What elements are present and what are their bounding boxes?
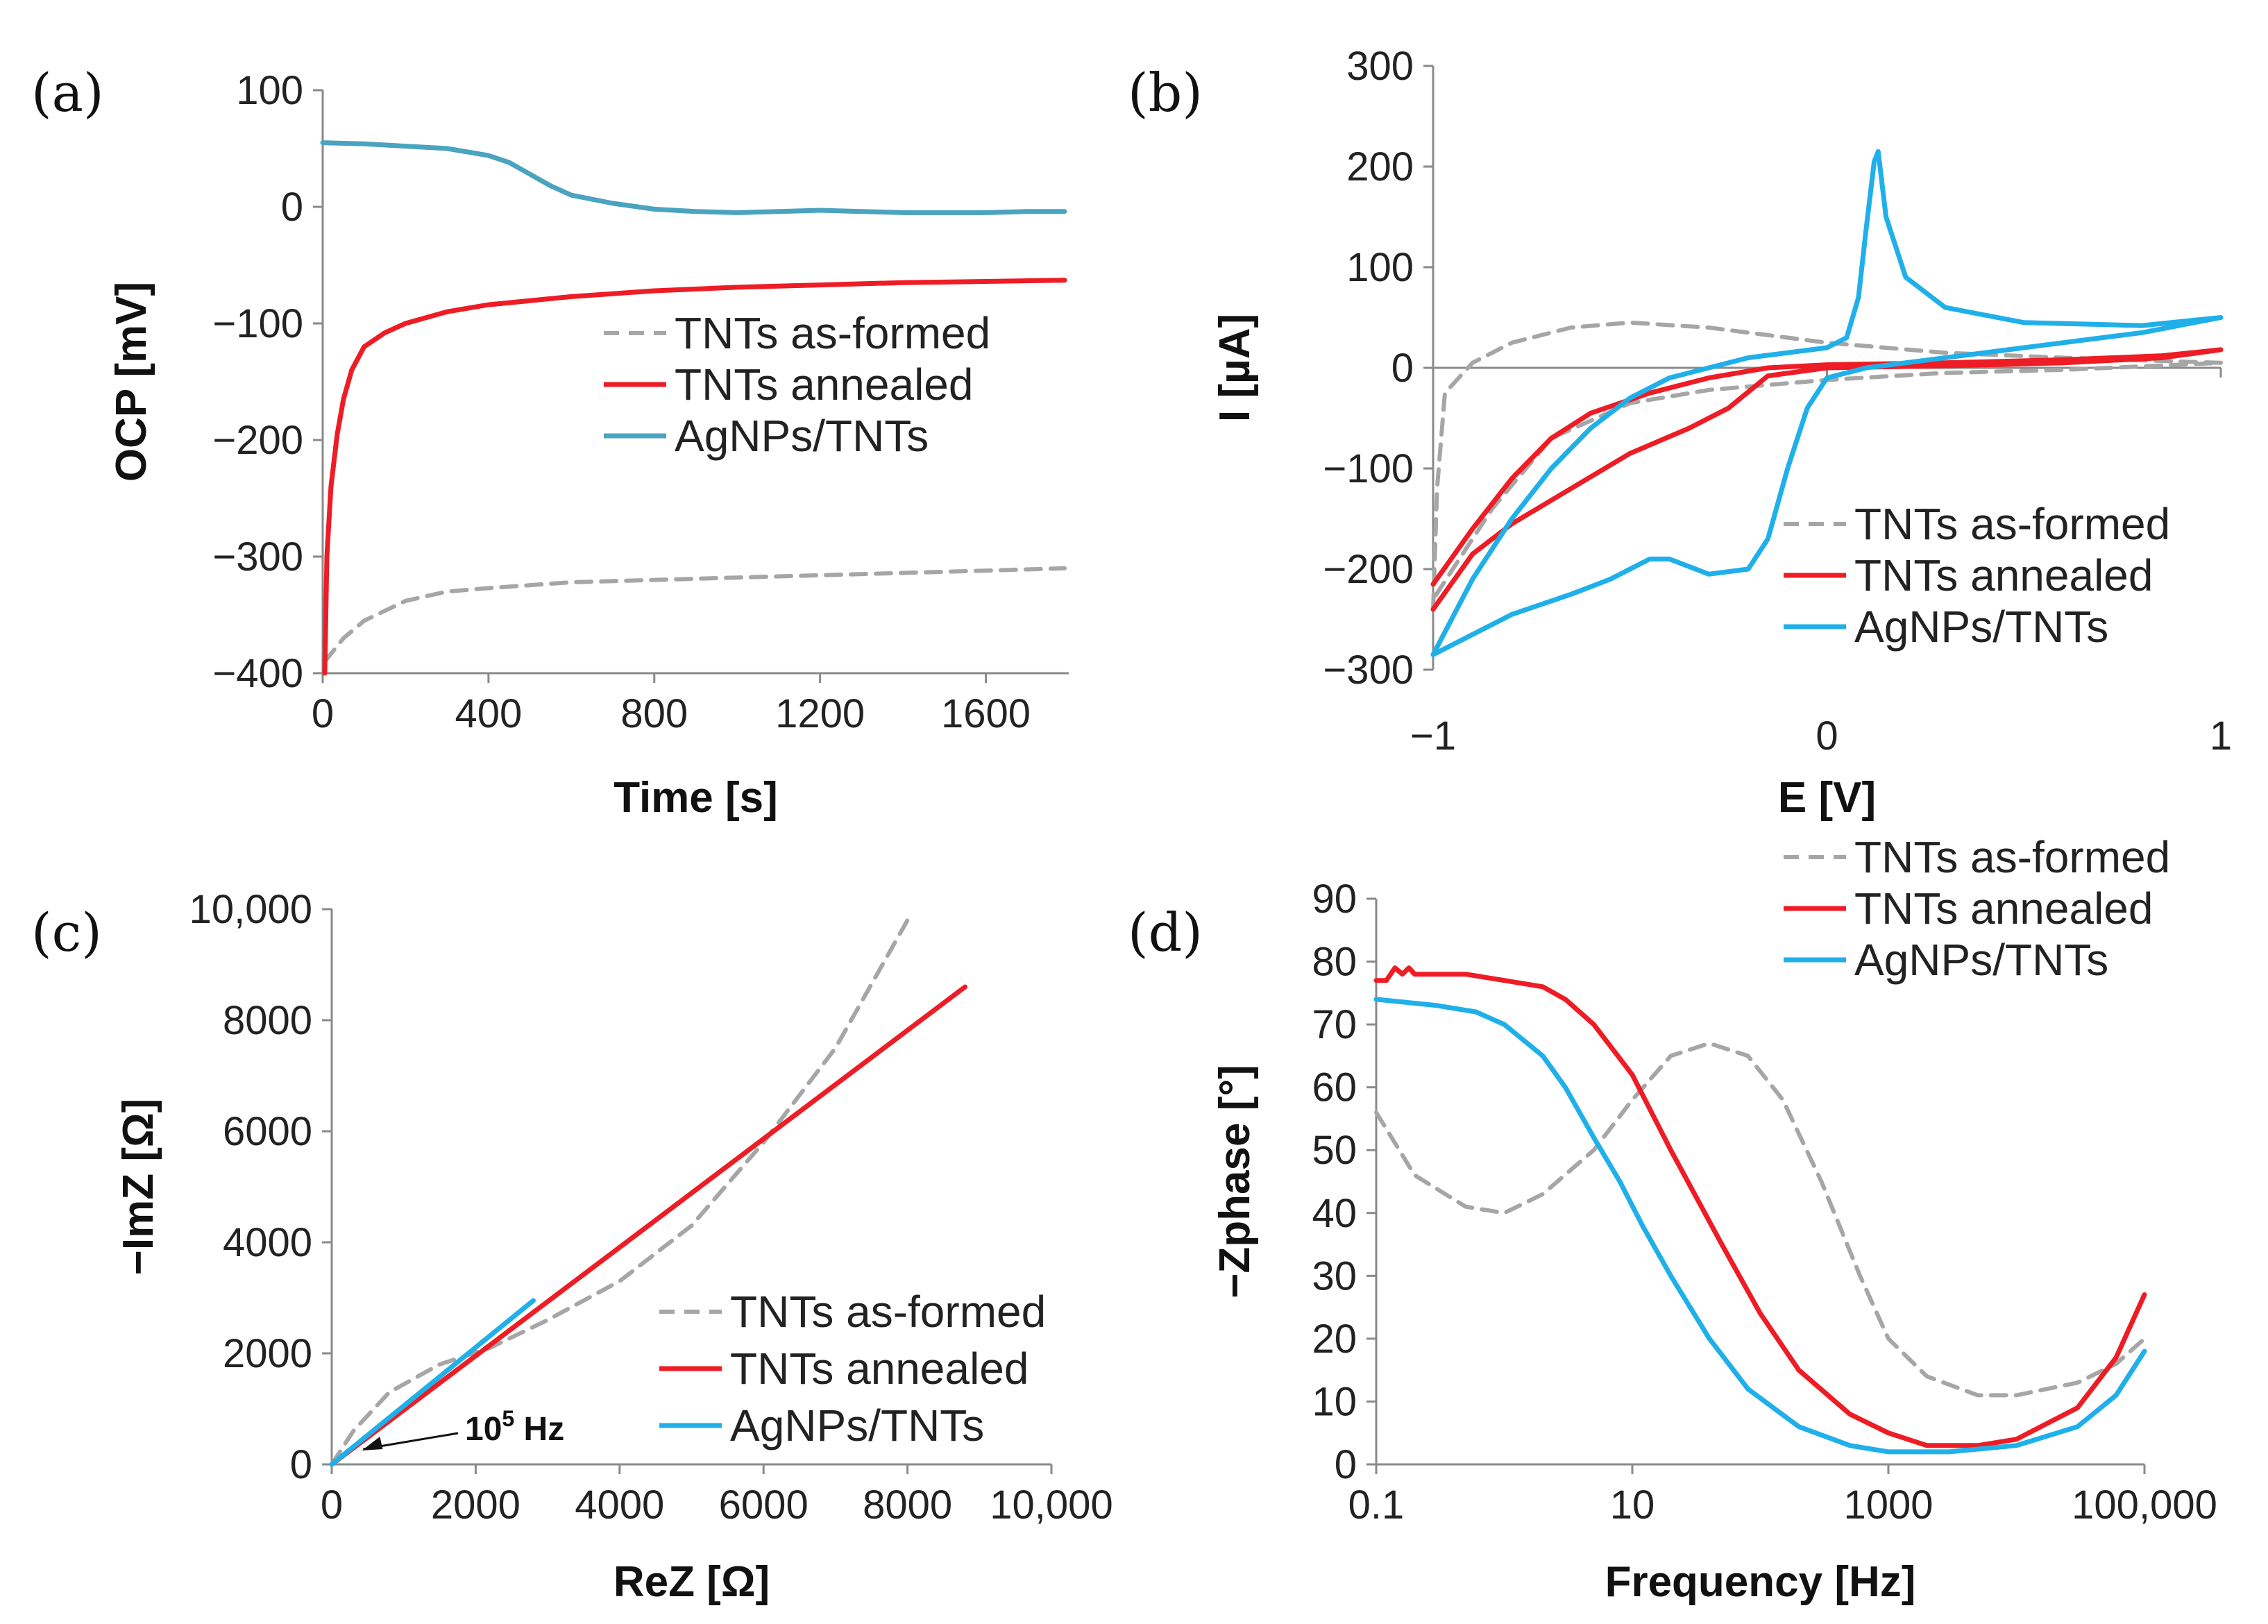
y-tick-label: 10: [1312, 1379, 1357, 1424]
legend-label: TNTs as-formed: [1854, 499, 2170, 549]
x-tick-label: 0: [312, 691, 334, 736]
x-tick-label: 400: [455, 691, 522, 736]
panel-b-label: (b): [1128, 62, 1203, 124]
y-tick-label: 0: [290, 1442, 312, 1487]
legend-label: AgNPs/TNTs: [1854, 602, 2108, 652]
y-tick-label: 6000: [223, 1109, 312, 1154]
legend-label: TNTs as-formed: [1854, 832, 2170, 882]
y-tick-label: −200: [1323, 547, 1414, 592]
annotation-arrowhead: [362, 1437, 383, 1450]
panel-c-label: (c): [31, 902, 102, 963]
y-tick-label: 4000: [223, 1220, 312, 1265]
series-line-0: [1374, 1041, 2147, 1398]
series-line-1: [329, 984, 968, 1467]
x-tick-label: 1: [2210, 713, 2232, 759]
y-tick-label: 10,000: [189, 887, 312, 932]
x-tick-label: 1200: [775, 691, 865, 736]
x-tick-label: 0.1: [1348, 1482, 1405, 1528]
panel-c: (c) 10,000 8000 6000 4000 2000 00 2000 4000 6000…: [31, 887, 1113, 1606]
legend-label: TNTs annealed: [730, 1344, 1029, 1394]
series-line-1: [322, 278, 1067, 676]
legend-label: TNTs annealed: [1854, 550, 2153, 600]
legend-label: TNTs as-formed: [675, 308, 990, 358]
x-tick-label: 4000: [575, 1482, 664, 1528]
x-tick-label: 100,000: [2072, 1482, 2217, 1528]
y-tick-label: 0: [281, 185, 303, 230]
x-tick-label: 0: [1816, 713, 1838, 759]
x-tick-label: 10,000: [990, 1482, 1112, 1528]
panel-b: (b) 300 200 100 0 −100 −200 −300 −1 0 1 E [V] I [µA…: [1128, 44, 2232, 822]
y-axis-title: −Zphase [°]: [1211, 1065, 1259, 1299]
y-tick-label: −300: [1323, 648, 1414, 693]
legend-label: AgNPs/TNTs: [730, 1401, 984, 1450]
series-line-2: [1373, 997, 2147, 1455]
series-line-2: [329, 1298, 536, 1467]
y-tick-label: 0: [1335, 1442, 1357, 1487]
legend-label: TNTs annealed: [1854, 883, 2153, 933]
legend-label: TNTs annealed: [675, 360, 973, 409]
y-axis-title: OCP [mV]: [108, 282, 155, 482]
series-line-0: [323, 566, 1067, 664]
y-tick-label: 8000: [223, 998, 312, 1043]
y-tick-label: 100: [236, 68, 303, 113]
x-axis-title: Frequency [Hz]: [1605, 1558, 1916, 1606]
x-tick-label: 6000: [719, 1482, 809, 1528]
x-tick-label: 1000: [1843, 1482, 1933, 1528]
series-line-0: [1431, 320, 2223, 611]
y-tick-label: 50: [1312, 1128, 1357, 1173]
y-axis-title: −ImZ [Ω]: [115, 1099, 162, 1276]
x-tick-label: 1600: [941, 691, 1031, 736]
x-tick-label: 800: [620, 691, 688, 736]
y-tick-label: 2000: [223, 1331, 312, 1376]
x-axis-title: ReZ [Ω]: [613, 1558, 770, 1606]
legend-label: AgNPs/TNTs: [1854, 935, 2108, 985]
y-tick-label: −100: [212, 301, 303, 346]
x-tick-label: 0: [321, 1482, 343, 1528]
y-tick-label: 90: [1312, 877, 1357, 922]
panel-a-label: (a): [31, 62, 104, 124]
x-tick-label: 10: [1610, 1482, 1655, 1528]
series-line-1: [1373, 965, 2147, 1448]
panel-a: (a) 1000−100−200−300−4000 400 800 1200 1600T…: [31, 62, 1069, 822]
x-tick-label: 2000: [431, 1482, 521, 1528]
annotation-label: 105 Hz: [465, 1406, 564, 1448]
series-line-2: [320, 140, 1067, 215]
x-axis-title: E [V]: [1778, 774, 1876, 822]
x-tick-label: −1: [1410, 713, 1456, 759]
y-tick-label: 80: [1312, 940, 1357, 985]
y-tick-label: 30: [1312, 1253, 1357, 1299]
x-tick-label: 8000: [863, 1482, 952, 1528]
y-tick-label: −400: [212, 651, 303, 696]
panel-d-label: (d): [1128, 902, 1203, 963]
y-tick-label: −100: [1323, 446, 1414, 491]
y-axis-title: I [µA]: [1211, 314, 1259, 422]
legend-label: TNTs as-formed: [730, 1287, 1046, 1337]
y-tick-label: 40: [1312, 1191, 1357, 1236]
series-line-1: [1430, 347, 2224, 612]
legend-label: AgNPs/TNTs: [675, 411, 929, 461]
y-tick-label: −300: [212, 534, 303, 580]
series-line-2: [1430, 149, 2224, 657]
y-tick-label: 100: [1346, 245, 1414, 290]
y-tick-label: 0: [1391, 346, 1414, 391]
panel-d: (d) 90 80 70 60 50 40 30 20 10 00.1 10 1000 100,000 F…: [1128, 832, 2217, 1606]
series-line-0: [330, 918, 910, 1466]
y-tick-label: 60: [1312, 1065, 1357, 1110]
y-tick-label: 70: [1312, 1002, 1357, 1047]
y-tick-label: 20: [1312, 1317, 1357, 1362]
y-tick-label: 300: [1346, 44, 1414, 89]
y-tick-label: −200: [212, 418, 303, 463]
x-axis-title: Time [s]: [613, 774, 778, 822]
y-tick-label: 200: [1346, 144, 1414, 189]
